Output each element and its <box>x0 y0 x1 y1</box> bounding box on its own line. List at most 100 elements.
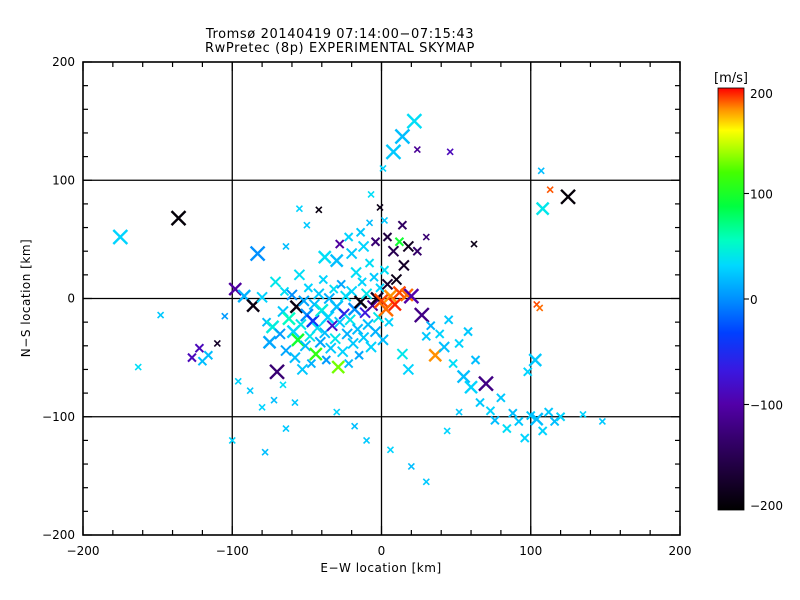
data-point <box>426 320 436 331</box>
data-point <box>384 317 394 327</box>
data-point <box>373 293 390 309</box>
data-point <box>282 311 296 326</box>
colorbar-tick-label: −100 <box>750 399 783 413</box>
data-point <box>296 363 309 376</box>
data-point <box>134 363 142 371</box>
data-point <box>443 315 454 325</box>
data-point <box>341 328 353 340</box>
data-point <box>560 188 576 205</box>
data-point <box>402 240 415 253</box>
data-point <box>394 128 411 145</box>
data-point <box>502 423 512 434</box>
data-point <box>357 331 370 344</box>
data-point <box>194 343 205 353</box>
data-point <box>386 446 395 454</box>
data-point <box>298 295 310 307</box>
data-point <box>203 350 214 360</box>
colorbar-tick-label: 100 <box>750 188 773 202</box>
data-point <box>333 408 341 416</box>
data-point <box>321 355 331 365</box>
data-point <box>246 387 254 395</box>
data-point <box>475 397 485 408</box>
data-point <box>291 398 299 407</box>
data-point <box>383 289 398 303</box>
data-point <box>400 288 414 302</box>
data-point <box>329 253 344 268</box>
data-point <box>112 229 129 245</box>
data-point <box>350 266 362 279</box>
data-point <box>406 113 423 129</box>
data-point <box>364 258 375 268</box>
data-point <box>438 341 450 353</box>
colorbar-tick-labels: 200 100 0 −100 −200 <box>750 87 783 513</box>
x-axis-title: E−W location [km] <box>320 561 441 575</box>
y-tick-label: 200 <box>52 55 75 69</box>
data-point <box>357 277 367 287</box>
colorbar-tick-label: 200 <box>750 87 773 101</box>
data-point <box>537 426 548 436</box>
data-point <box>334 316 346 328</box>
data-point <box>187 352 197 363</box>
data-point <box>446 148 454 156</box>
data-point <box>249 245 266 262</box>
data-point <box>381 278 394 291</box>
data-point <box>256 291 268 304</box>
data-point <box>357 240 370 253</box>
data-point <box>303 221 311 229</box>
data-point <box>398 259 410 272</box>
data-point <box>435 329 445 339</box>
data-point <box>280 344 292 357</box>
data-point <box>274 328 286 340</box>
y-tick-label: −200 <box>42 528 75 542</box>
colorbar-tick-label: −200 <box>750 499 783 513</box>
data-point <box>293 269 306 281</box>
data-point <box>353 295 368 309</box>
grid-lines <box>83 62 680 535</box>
data-point <box>555 412 566 422</box>
data-point <box>234 377 242 385</box>
data-point <box>344 314 356 326</box>
data-point <box>282 242 290 251</box>
data-point <box>291 333 305 347</box>
data-point <box>380 216 389 225</box>
data-point <box>213 339 221 348</box>
data-point <box>413 145 421 154</box>
data-point <box>345 247 358 260</box>
data-point <box>325 342 337 354</box>
data-point <box>329 332 341 345</box>
data-point <box>295 205 303 213</box>
x-tick-label: −200 <box>67 544 100 558</box>
title-line-2: RwPretec (8p) EXPERIMENTAL SKYMAP <box>205 41 475 56</box>
data-point <box>345 285 358 298</box>
data-point <box>377 334 389 346</box>
data-point <box>402 363 415 376</box>
data-point <box>508 408 518 418</box>
data-point <box>354 350 364 360</box>
data-point <box>221 312 229 320</box>
data-point <box>463 326 473 337</box>
data-point <box>496 393 506 403</box>
data-point <box>536 304 544 312</box>
data-point <box>379 164 387 172</box>
data-point <box>299 340 312 352</box>
data-point <box>392 285 407 300</box>
data-point <box>464 380 478 395</box>
data-point <box>347 337 359 350</box>
data-point <box>388 297 402 312</box>
colorbar-ticks <box>744 192 749 406</box>
x-tick-label: 0 <box>378 544 386 558</box>
data-point <box>303 283 314 293</box>
axis-tick-labels: −200 −100 0 100 200 −200 −100 0 100 200 <box>42 55 691 558</box>
data-point <box>379 265 390 275</box>
data-point <box>470 355 481 365</box>
data-point <box>543 407 554 417</box>
data-point <box>413 307 430 323</box>
data-point <box>403 288 420 304</box>
data-point <box>355 227 366 237</box>
y-tick-label: −100 <box>42 410 75 424</box>
data-point <box>289 299 304 314</box>
data-point <box>529 412 544 426</box>
data-point <box>485 406 496 416</box>
